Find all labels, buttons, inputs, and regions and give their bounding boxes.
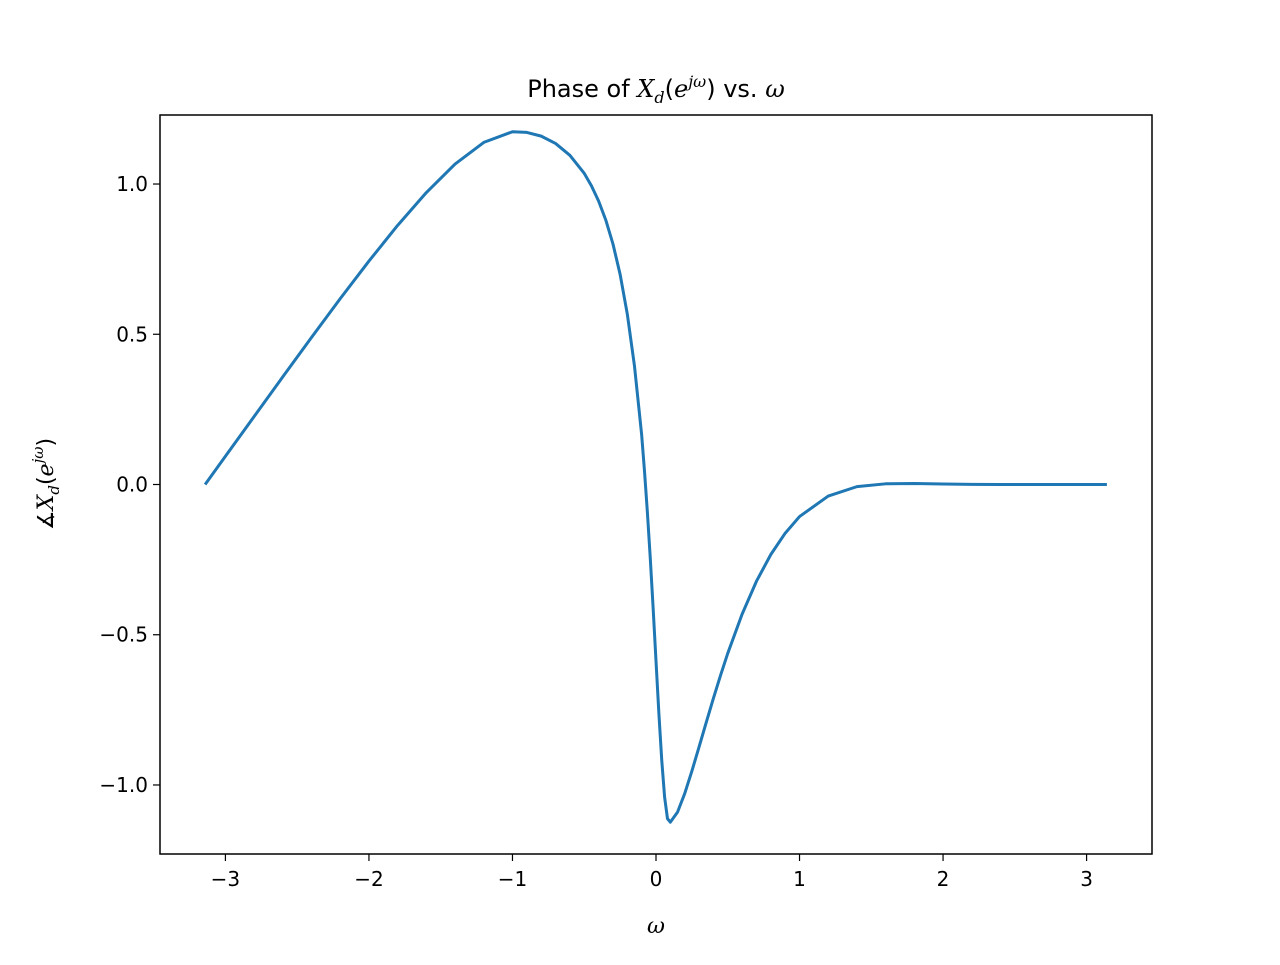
- y-tick-label: 0.5: [116, 322, 148, 346]
- x-tick-label: −1: [498, 867, 527, 891]
- x-axis-ticks: −3 −2 −1 0 1 2 3: [211, 854, 1093, 891]
- phase-curve-line: [203, 130, 1107, 824]
- x-tick-label: 0: [650, 867, 663, 891]
- y-tick-label: −1.0: [99, 773, 148, 797]
- x-tick-label: 1: [793, 867, 806, 891]
- y-tick-label: −0.5: [99, 623, 148, 647]
- x-tick-label: −2: [354, 867, 383, 891]
- x-tick-label: 2: [937, 867, 950, 891]
- y-tick-label: 1.0: [116, 172, 148, 196]
- y-axis-label: ∡Xd(ejω): [29, 438, 63, 530]
- y-tick-label: 0.0: [116, 473, 148, 497]
- chart-title: Phase of Xd(ejω) vs. ω: [527, 72, 785, 107]
- y-axis-ticks: −1.0 −0.5 0.0 0.5 1.0: [99, 172, 160, 797]
- x-tick-label: −3: [211, 867, 240, 891]
- x-tick-label: 3: [1080, 867, 1093, 891]
- x-axis-label: ω: [647, 914, 665, 939]
